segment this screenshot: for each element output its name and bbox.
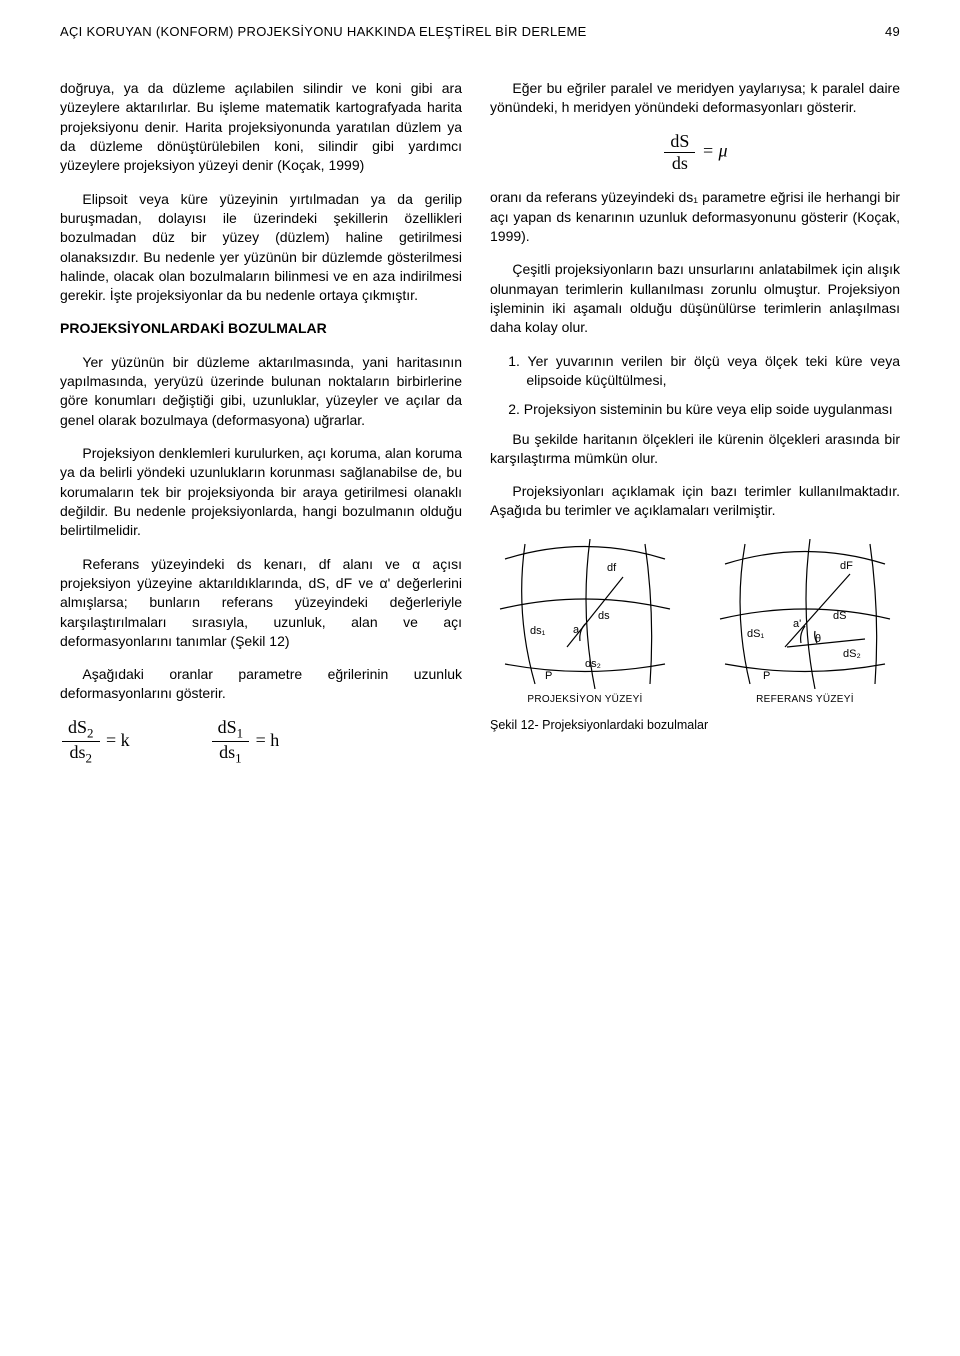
right-list-item-2: 2. Projeksiyon sisteminin bu küre veya e… (490, 400, 900, 419)
eq-k-num: dS2 (62, 718, 100, 742)
left-column: doğruya, ya da düzleme açılabilen silind… (60, 79, 462, 765)
figure-12-left-panel: df ds₁ ds a ds₂ P PROJEKSİYON YÜZEYİ (490, 539, 680, 707)
figure-12-right-panel: dF dS₁ dS a' θ dS₂ P REFERANS YÜZEYİ (710, 539, 900, 707)
eq-mu-rhs: = μ (702, 140, 728, 160)
equation-mu: dS ds = μ (490, 132, 900, 173)
two-column-body: doğruya, ya da düzleme açılabilen silind… (60, 79, 900, 765)
label-ds1: ds₁ (530, 625, 546, 637)
right-paragraph-4: Bu şekilde haritanın ölçekleri ile küren… (490, 430, 900, 469)
page-number: 49 (860, 24, 900, 39)
eq-k-rhs: = k (106, 730, 130, 750)
label-df: df (607, 562, 617, 574)
figure-12-right-label: REFERANS YÜZEYİ (710, 693, 900, 707)
left-paragraph-1: doğruya, ya da düzleme açılabilen silind… (60, 79, 462, 176)
label-theta: θ (815, 633, 821, 645)
left-paragraph-3: Yer yüzünün bir düzleme aktarılmasında, … (60, 353, 462, 430)
label-dS: dS (833, 610, 846, 622)
figure-12-caption: Şekil 12- Projeksiyonlardaki bozulmalar (490, 717, 900, 734)
section-title-bozulmalar: PROJEKSİYONLARDAKİ BOZULMALAR (60, 319, 462, 338)
left-paragraph-2: Elipsoit veya küre yüzeyinin yırtılmadan… (60, 190, 462, 306)
equation-row-kh: dS2 ds2 = k dS1 ds1 = h (60, 718, 462, 765)
eq-k-den: ds2 (62, 742, 100, 765)
left-paragraph-4: Projeksiyon denklemleri kurulurken, açı … (60, 444, 462, 541)
right-column: Eğer bu eğriler paralel ve meridyen yayl… (490, 79, 900, 765)
left-paragraph-6: Aşağıdaki oranlar parametre eğrilerinin … (60, 665, 462, 704)
label-dS1: dS₁ (747, 628, 764, 640)
right-list-item-1: 1. Yer yuvarının verilen bir ölçü veya ö… (490, 352, 900, 391)
equation-h: dS1 ds1 = h (210, 718, 280, 765)
right-paragraph-5: Projeksiyonları açıklamak için bazı teri… (490, 482, 900, 521)
projection-surface-diagram: df ds₁ ds a ds₂ P (495, 539, 675, 689)
label-a-prime: a' (793, 618, 801, 630)
eq-mu-num: dS (664, 132, 695, 153)
right-paragraph-2: oranı da referans yüzeyindeki ds₁ parame… (490, 188, 900, 246)
running-title: AÇI KORUYAN (KONFORM) PROJEKSİYONU HAKKI… (60, 24, 860, 39)
equation-k: dS2 ds2 = k (60, 718, 130, 765)
eq-mu-den: ds (664, 153, 695, 173)
eq-h-num: dS1 (212, 718, 250, 742)
label-ds2: ds₂ (585, 658, 601, 670)
label-P-right: P (763, 670, 770, 682)
label-ds: ds (598, 610, 610, 622)
page: AÇI KORUYAN (KONFORM) PROJEKSİYONU HAKKI… (0, 0, 960, 1356)
label-P-left: P (545, 670, 552, 682)
running-header: AÇI KORUYAN (KONFORM) PROJEKSİYONU HAKKI… (60, 24, 900, 39)
right-paragraph-3: Çeşitli projeksiyonların bazı unsurların… (490, 260, 900, 337)
eq-h-rhs: = h (256, 730, 280, 750)
figure-12: df ds₁ ds a ds₂ P PROJEKSİYON YÜZEYİ (490, 539, 900, 707)
figure-12-left-label: PROJEKSİYON YÜZEYİ (490, 693, 680, 707)
right-paragraph-1: Eğer bu eğriler paralel ve meridyen yayl… (490, 79, 900, 118)
label-dF: dF (840, 560, 853, 572)
label-dS2: dS₂ (843, 648, 861, 660)
label-a: a (573, 624, 580, 636)
eq-h-den: ds1 (212, 742, 250, 765)
reference-surface-diagram: dF dS₁ dS a' θ dS₂ P (715, 539, 895, 689)
left-paragraph-5: Referans yüzeyindeki ds kenarı, df alanı… (60, 555, 462, 652)
